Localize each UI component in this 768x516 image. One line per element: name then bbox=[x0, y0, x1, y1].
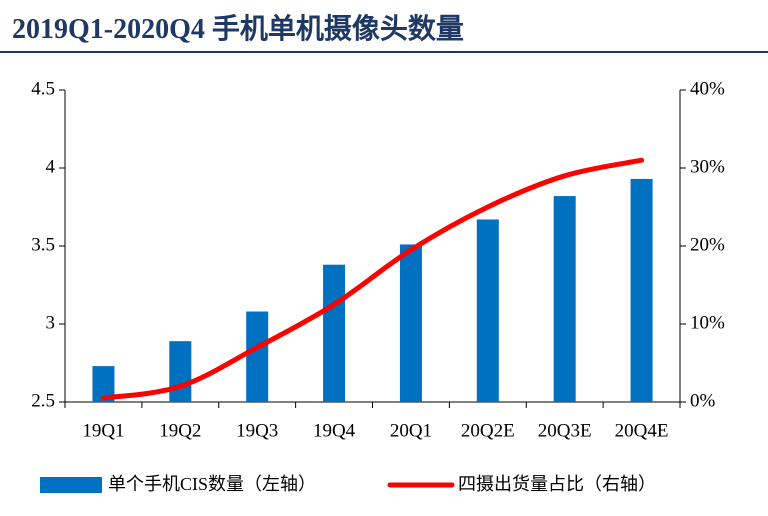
legend-label: 四摄出货量占比（右轴） bbox=[458, 474, 656, 494]
x-tick-label: 19Q3 bbox=[236, 420, 278, 441]
y2-tick-label: 40% bbox=[690, 78, 725, 99]
bar bbox=[92, 366, 115, 402]
x-tick-label: 20Q2E bbox=[461, 420, 515, 441]
x-tick-label: 20Q3E bbox=[538, 420, 592, 441]
x-tick-label: 20Q4E bbox=[615, 420, 669, 441]
y-tick-label: 4 bbox=[46, 156, 56, 177]
x-tick-label: 19Q1 bbox=[82, 420, 124, 441]
bar bbox=[399, 244, 422, 402]
bar bbox=[553, 196, 576, 402]
bar bbox=[630, 178, 653, 402]
y-tick-label: 2.5 bbox=[31, 390, 55, 411]
bar bbox=[476, 219, 499, 402]
legend-label: 单个手机CIS数量（左轴） bbox=[108, 474, 316, 494]
legend-swatch bbox=[40, 477, 102, 493]
y-tick-label: 4.5 bbox=[31, 78, 55, 99]
y2-tick-label: 10% bbox=[690, 312, 725, 333]
y-tick-label: 3 bbox=[46, 312, 56, 333]
bar bbox=[169, 341, 192, 402]
line bbox=[100, 157, 645, 401]
x-tick-label: 19Q4 bbox=[313, 420, 356, 441]
x-tick-label: 19Q2 bbox=[159, 420, 201, 441]
chart-title: 2019Q1-2020Q4 手机单机摄像头数量 bbox=[12, 13, 464, 45]
y2-tick-label: 30% bbox=[690, 156, 725, 177]
x-tick-label: 20Q1 bbox=[390, 420, 432, 441]
bar bbox=[323, 264, 346, 402]
bar bbox=[246, 311, 269, 402]
y2-tick-label: 0% bbox=[690, 390, 716, 411]
y2-tick-label: 20% bbox=[690, 234, 725, 255]
y-tick-label: 3.5 bbox=[31, 234, 55, 255]
